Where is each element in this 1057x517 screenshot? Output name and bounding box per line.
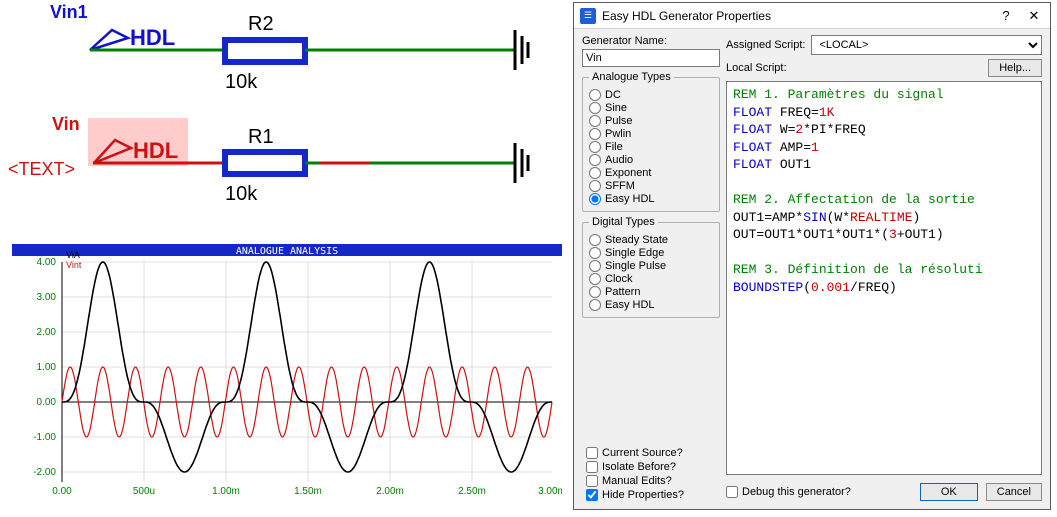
svg-text:0.00: 0.00 xyxy=(37,397,57,408)
gen1-label: Vin1 xyxy=(50,2,88,22)
svg-text:2.50m: 2.50m xyxy=(458,486,486,497)
svg-text:ViA: ViA xyxy=(66,250,80,260)
svg-text:-1.00: -1.00 xyxy=(33,432,56,443)
svg-text:4.00: 4.00 xyxy=(37,257,57,268)
analysis-graph: ANALOGUE ANALYSIS 4.00 3.00 2.00 1.00 0.… xyxy=(12,244,562,504)
check-manual-edits-[interactable]: Manual Edits? xyxy=(586,475,720,487)
radio-dc[interactable]: DC xyxy=(589,89,713,101)
check-hide-properties-[interactable]: Hide Properties? xyxy=(586,489,720,501)
radio-easy-hdl[interactable]: Easy HDL xyxy=(589,299,713,311)
assigned-script-select[interactable]: <LOCAL> xyxy=(811,35,1042,55)
svg-text:2.00m: 2.00m xyxy=(376,486,404,497)
gen-name-input[interactable] xyxy=(582,49,720,67)
radio-file[interactable]: File xyxy=(589,141,713,153)
radio-audio[interactable]: Audio xyxy=(589,154,713,166)
schematic-canvas: Vin1 HDL R2 10k Vin <TEXT> HDL R1 10k xyxy=(0,0,570,245)
close-icon[interactable]: ✕ xyxy=(1020,5,1048,27)
svg-text:1.00: 1.00 xyxy=(37,362,57,373)
svg-text:HDL: HDL xyxy=(130,25,175,50)
assigned-script-label: Assigned Script: xyxy=(726,39,805,51)
ok-button[interactable]: OK xyxy=(920,483,978,501)
radio-pwlin[interactable]: Pwlin xyxy=(589,128,713,140)
digital-types-group: Digital Types Steady StateSingle EdgeSin… xyxy=(582,216,720,318)
radio-pulse[interactable]: Pulse xyxy=(589,115,713,127)
radio-sffm[interactable]: SFFM xyxy=(589,180,713,192)
radio-single-pulse[interactable]: Single Pulse xyxy=(589,260,713,272)
ground-icon xyxy=(515,143,528,183)
r1-name: R1 xyxy=(248,126,274,148)
svg-text:500u: 500u xyxy=(133,486,155,497)
svg-text:3.00: 3.00 xyxy=(37,292,57,303)
resistor-r1 xyxy=(225,152,305,174)
radio-clock[interactable]: Clock xyxy=(589,273,713,285)
local-script-label: Local Script: xyxy=(726,62,982,74)
gen2-label: Vin xyxy=(52,114,80,134)
gen2-sublabel: <TEXT> xyxy=(8,159,75,179)
svg-text:1.50m: 1.50m xyxy=(294,486,322,497)
check-current-source-[interactable]: Current Source? xyxy=(586,447,720,459)
radio-exponent[interactable]: Exponent xyxy=(589,167,713,179)
help-icon[interactable]: ? xyxy=(992,5,1020,27)
svg-text:0.00: 0.00 xyxy=(52,486,72,497)
app-icon: ☰ xyxy=(580,8,596,24)
svg-text:1.00m: 1.00m xyxy=(212,486,240,497)
dialog-title: Easy HDL Generator Properties xyxy=(602,9,992,23)
check-isolate-before-[interactable]: Isolate Before? xyxy=(586,461,720,473)
cancel-button[interactable]: Cancel xyxy=(986,483,1042,501)
script-editor[interactable]: REM 1. Paramètres du signal FLOAT FREQ=1… xyxy=(726,81,1042,475)
r2-name: R2 xyxy=(248,13,274,35)
gen1-symbol: HDL xyxy=(90,25,175,50)
svg-text:Vint: Vint xyxy=(66,260,82,270)
help-button[interactable]: Help... xyxy=(988,59,1042,77)
radio-sine[interactable]: Sine xyxy=(589,102,713,114)
debug-checkbox[interactable]: Debug this generator? xyxy=(726,486,851,498)
radio-single-edge[interactable]: Single Edge xyxy=(589,247,713,259)
radio-easy-hdl[interactable]: Easy HDL xyxy=(589,193,713,205)
graph-title: ANALOGUE ANALYSIS xyxy=(236,246,338,257)
resistor-r2 xyxy=(225,40,305,62)
gen-name-label: Generator Name: xyxy=(582,35,720,47)
dialog-titlebar: ☰ Easy HDL Generator Properties ? ✕ xyxy=(574,3,1050,29)
svg-text:HDL: HDL xyxy=(133,138,178,163)
ground-icon xyxy=(515,30,528,70)
r1-value: 10k xyxy=(225,183,258,205)
analogue-types-group: Analogue Types DCSinePulsePwlinFileAudio… xyxy=(582,71,720,212)
svg-text:-2.00: -2.00 xyxy=(33,467,56,478)
radio-steady-state[interactable]: Steady State xyxy=(589,234,713,246)
dialog-easy-hdl-properties: ☰ Easy HDL Generator Properties ? ✕ Gene… xyxy=(573,2,1051,510)
svg-text:3.00m: 3.00m xyxy=(538,486,562,497)
r2-value: 10k xyxy=(225,71,258,93)
digital-legend: Digital Types xyxy=(589,216,658,228)
radio-pattern[interactable]: Pattern xyxy=(589,286,713,298)
analogue-legend: Analogue Types xyxy=(589,71,674,83)
svg-text:2.00: 2.00 xyxy=(37,327,57,338)
